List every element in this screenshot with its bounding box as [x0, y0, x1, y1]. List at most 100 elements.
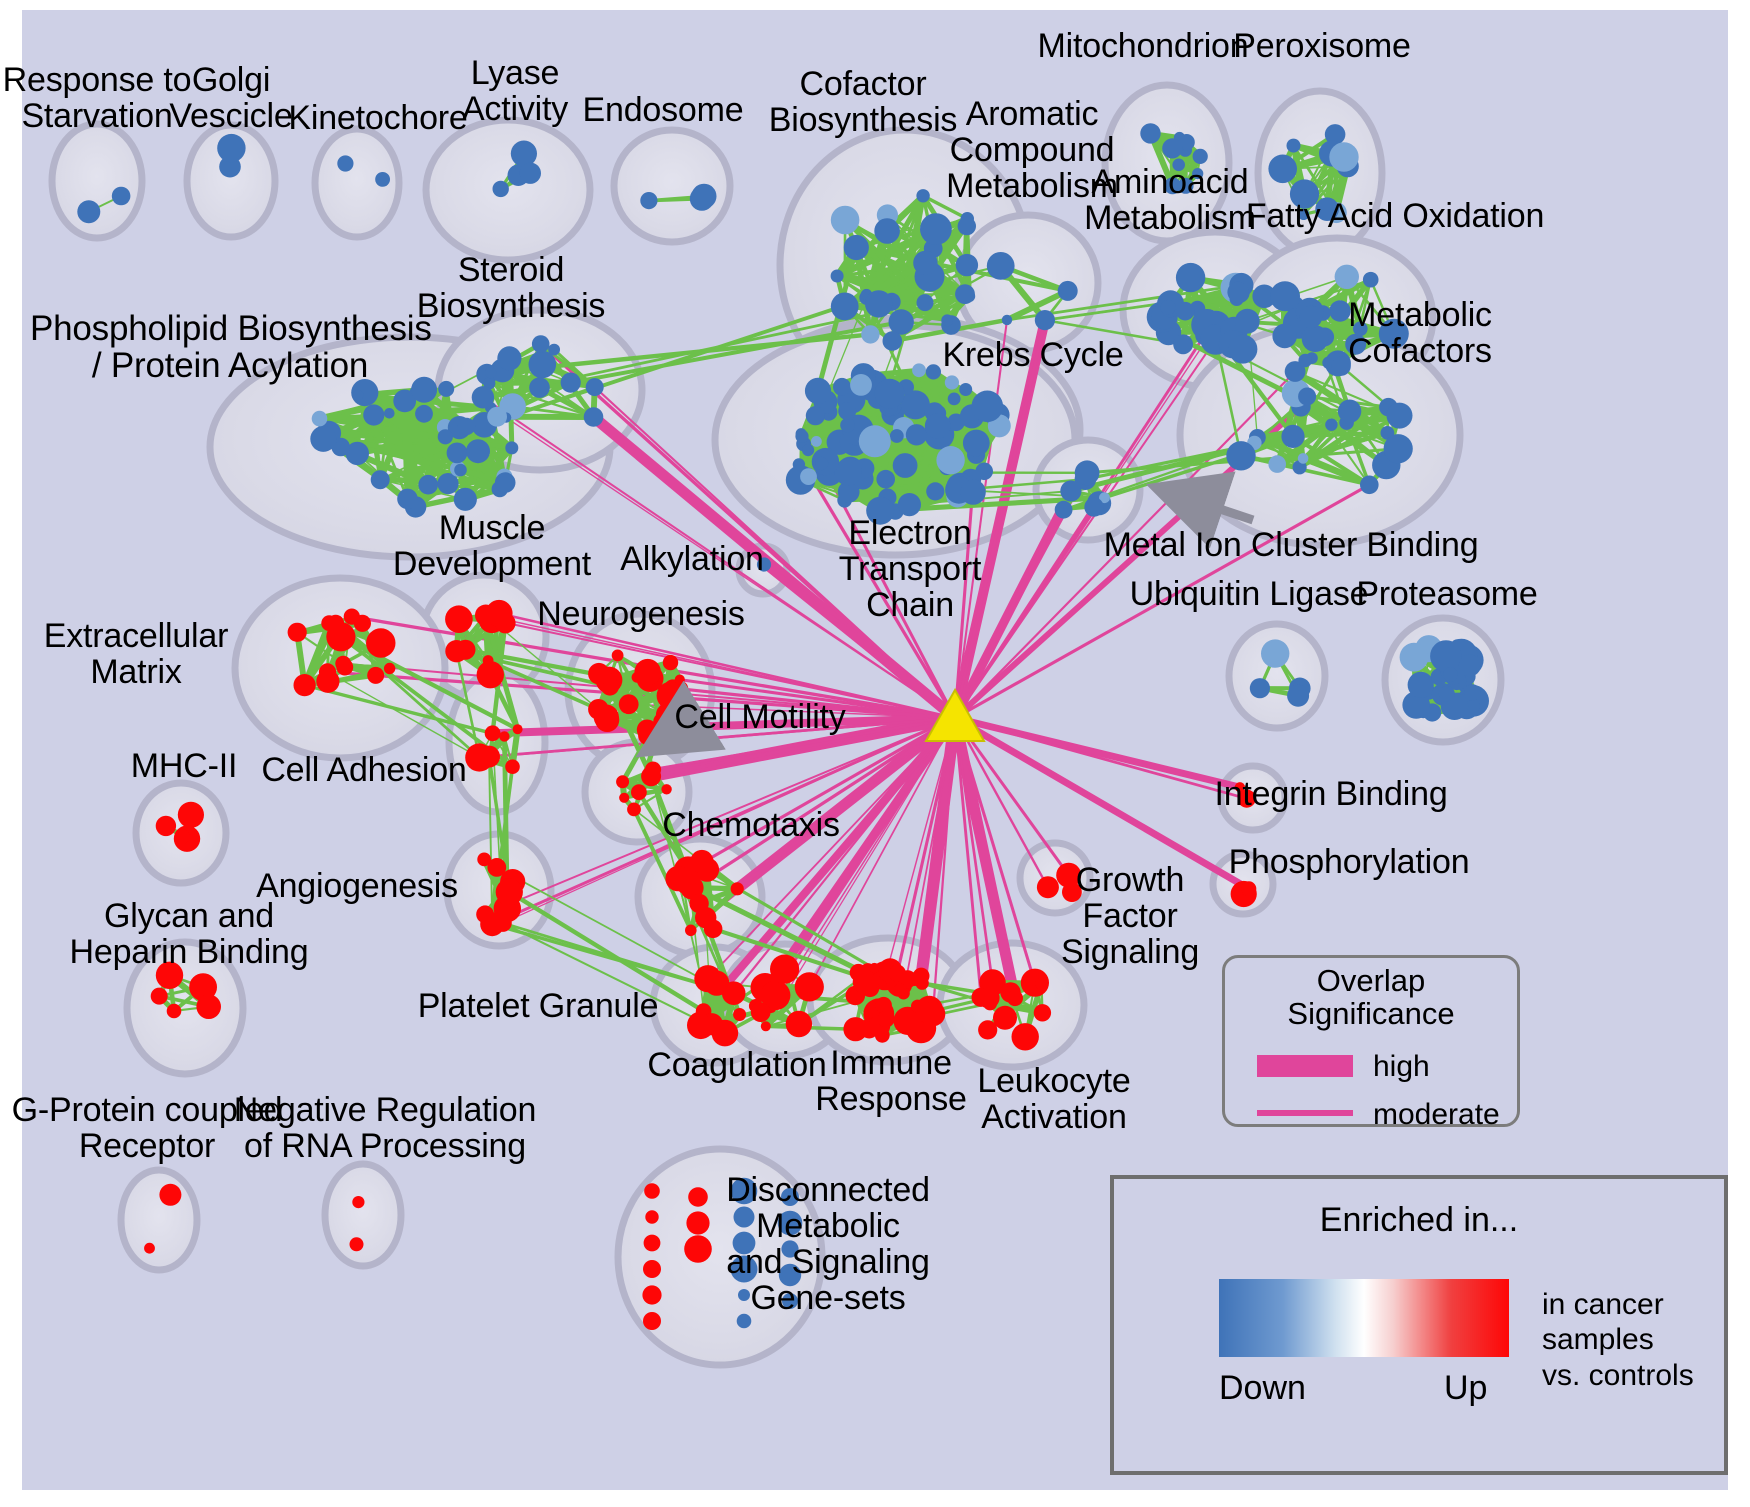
gene-set-node[interactable]	[900, 390, 930, 420]
gene-set-node[interactable]	[499, 731, 510, 742]
gene-set-node[interactable]	[150, 987, 168, 1005]
gene-set-node[interactable]	[438, 380, 455, 397]
gene-set-node[interactable]	[920, 213, 952, 246]
gene-set-node[interactable]	[1241, 881, 1257, 897]
gene-set-node[interactable]	[858, 425, 891, 458]
gene-set-node[interactable]	[375, 172, 390, 187]
gene-set-node[interactable]	[640, 192, 658, 210]
gene-set-node[interactable]	[588, 662, 610, 685]
gene-set-node[interactable]	[661, 784, 672, 795]
gene-set-node[interactable]	[733, 1206, 755, 1228]
gene-set-node[interactable]	[1140, 123, 1161, 144]
gene-set-node[interactable]	[874, 218, 900, 244]
gene-set-node[interactable]	[1060, 480, 1082, 502]
gene-set-node[interactable]	[595, 707, 620, 733]
gene-set-node[interactable]	[155, 961, 184, 989]
gene-set-node[interactable]	[476, 661, 504, 689]
gene-set-node[interactable]	[957, 216, 976, 236]
gene-set-node[interactable]	[478, 745, 500, 768]
gene-set-node[interactable]	[905, 424, 928, 446]
gene-set-node[interactable]	[738, 1289, 750, 1301]
gene-set-node[interactable]	[512, 724, 523, 735]
gene-set-node[interactable]	[830, 292, 859, 321]
gene-set-node[interactable]	[662, 654, 679, 671]
gene-set-node[interactable]	[367, 666, 385, 684]
gene-set-node[interactable]	[1177, 177, 1194, 194]
gene-set-node[interactable]	[631, 784, 647, 801]
gene-set-node[interactable]	[471, 386, 495, 409]
gene-set-node[interactable]	[189, 973, 218, 1001]
gene-set-node[interactable]	[730, 882, 744, 896]
gene-set-node[interactable]	[1192, 148, 1208, 164]
gene-set-node[interactable]	[477, 852, 492, 867]
gene-set-node[interactable]	[1281, 424, 1305, 448]
gene-set-node[interactable]	[1007, 990, 1023, 1007]
gene-set-node[interactable]	[418, 474, 439, 495]
gene-set-node[interactable]	[721, 981, 746, 1005]
gene-set-node[interactable]	[843, 1017, 868, 1042]
gene-set-node[interactable]	[986, 252, 1015, 280]
gene-set-node[interactable]	[1261, 639, 1290, 668]
gene-set-node[interactable]	[345, 441, 369, 466]
gene-set-node[interactable]	[466, 439, 490, 464]
gene-set-node[interactable]	[411, 376, 438, 403]
gene-set-node[interactable]	[1084, 497, 1104, 517]
gene-set-node[interactable]	[750, 1002, 771, 1022]
gene-set-node[interactable]	[665, 865, 691, 892]
gene-set-node[interactable]	[1289, 179, 1320, 209]
gene-set-node[interactable]	[912, 363, 926, 378]
gene-set-node[interactable]	[505, 759, 520, 774]
gene-set-node[interactable]	[383, 662, 396, 675]
gene-set-node[interactable]	[560, 372, 581, 393]
gene-set-node[interactable]	[1035, 977, 1048, 990]
gene-set-node[interactable]	[850, 374, 872, 396]
gene-set-node[interactable]	[1249, 678, 1270, 699]
gene-set-node[interactable]	[978, 1020, 998, 1040]
gene-set-node[interactable]	[384, 408, 395, 419]
gene-set-node[interactable]	[293, 674, 316, 697]
gene-set-node[interactable]	[794, 972, 824, 1002]
gene-set-node[interactable]	[453, 487, 477, 511]
gene-set-node[interactable]	[393, 389, 417, 413]
gene-set-node[interactable]	[645, 1210, 659, 1224]
gene-set-node[interactable]	[1034, 310, 1055, 331]
gene-set-node[interactable]	[1378, 318, 1409, 349]
gene-set-node[interactable]	[1268, 455, 1286, 473]
gene-set-node[interactable]	[1057, 280, 1078, 301]
gene-set-node[interactable]	[703, 919, 723, 939]
gene-set-node[interactable]	[611, 649, 624, 662]
gene-set-node[interactable]	[888, 309, 914, 335]
gene-set-node[interactable]	[1443, 667, 1458, 682]
gene-set-node[interactable]	[494, 472, 516, 493]
gene-set-node[interactable]	[445, 640, 468, 663]
gene-set-node[interactable]	[1056, 862, 1082, 888]
gene-set-node[interactable]	[1054, 500, 1073, 519]
gene-set-node[interactable]	[1464, 684, 1481, 701]
gene-set-node[interactable]	[1287, 684, 1310, 707]
gene-set-node[interactable]	[893, 1006, 922, 1035]
gene-set-node[interactable]	[840, 417, 855, 433]
gene-set-node[interactable]	[1298, 387, 1317, 406]
gene-set-node[interactable]	[583, 407, 604, 427]
gene-set-node[interactable]	[971, 390, 1004, 423]
gene-set-node[interactable]	[337, 155, 354, 172]
gene-set-node[interactable]	[1033, 1004, 1052, 1022]
gene-set-node[interactable]	[1226, 441, 1256, 471]
gene-set-node[interactable]	[874, 378, 905, 409]
gene-set-node[interactable]	[495, 878, 523, 906]
gene-set-node[interactable]	[781, 1188, 799, 1206]
gene-set-node[interactable]	[869, 962, 880, 974]
gene-set-node[interactable]	[1337, 399, 1362, 423]
gene-set-node[interactable]	[955, 253, 979, 277]
gene-set-node[interactable]	[1272, 323, 1297, 349]
gene-set-node[interactable]	[1362, 271, 1379, 288]
gene-set-node[interactable]	[1315, 197, 1339, 221]
gene-set-node[interactable]	[865, 290, 893, 318]
gene-set-node[interactable]	[688, 1187, 708, 1207]
gene-set-node[interactable]	[877, 1010, 895, 1028]
gene-set-node[interactable]	[111, 186, 131, 206]
gene-set-node[interactable]	[217, 133, 246, 163]
gene-set-node[interactable]	[643, 1312, 661, 1330]
gene-set-node[interactable]	[1399, 642, 1429, 672]
gene-set-node[interactable]	[760, 1021, 771, 1032]
